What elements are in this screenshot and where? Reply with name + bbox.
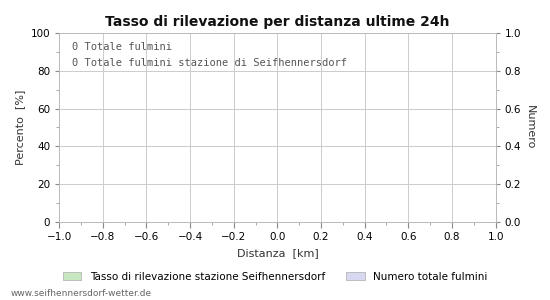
Y-axis label: Percento  [%]: Percento [%] <box>15 90 25 165</box>
X-axis label: Distanza  [km]: Distanza [km] <box>236 248 318 258</box>
Text: www.seifhennersdorf-wetter.de: www.seifhennersdorf-wetter.de <box>11 290 152 298</box>
Title: Tasso di rilevazione per distanza ultime 24h: Tasso di rilevazione per distanza ultime… <box>105 15 450 29</box>
Text: 0 Totale fulmini: 0 Totale fulmini <box>72 42 172 52</box>
Legend: Tasso di rilevazione stazione Seifhennersdorf, Numero totale fulmini: Tasso di rilevazione stazione Seifhenner… <box>58 268 492 286</box>
Text: 0 Totale fulmini stazione di Seifhennersdorf: 0 Totale fulmini stazione di Seifhenners… <box>72 58 347 68</box>
Y-axis label: Numero: Numero <box>525 105 535 150</box>
